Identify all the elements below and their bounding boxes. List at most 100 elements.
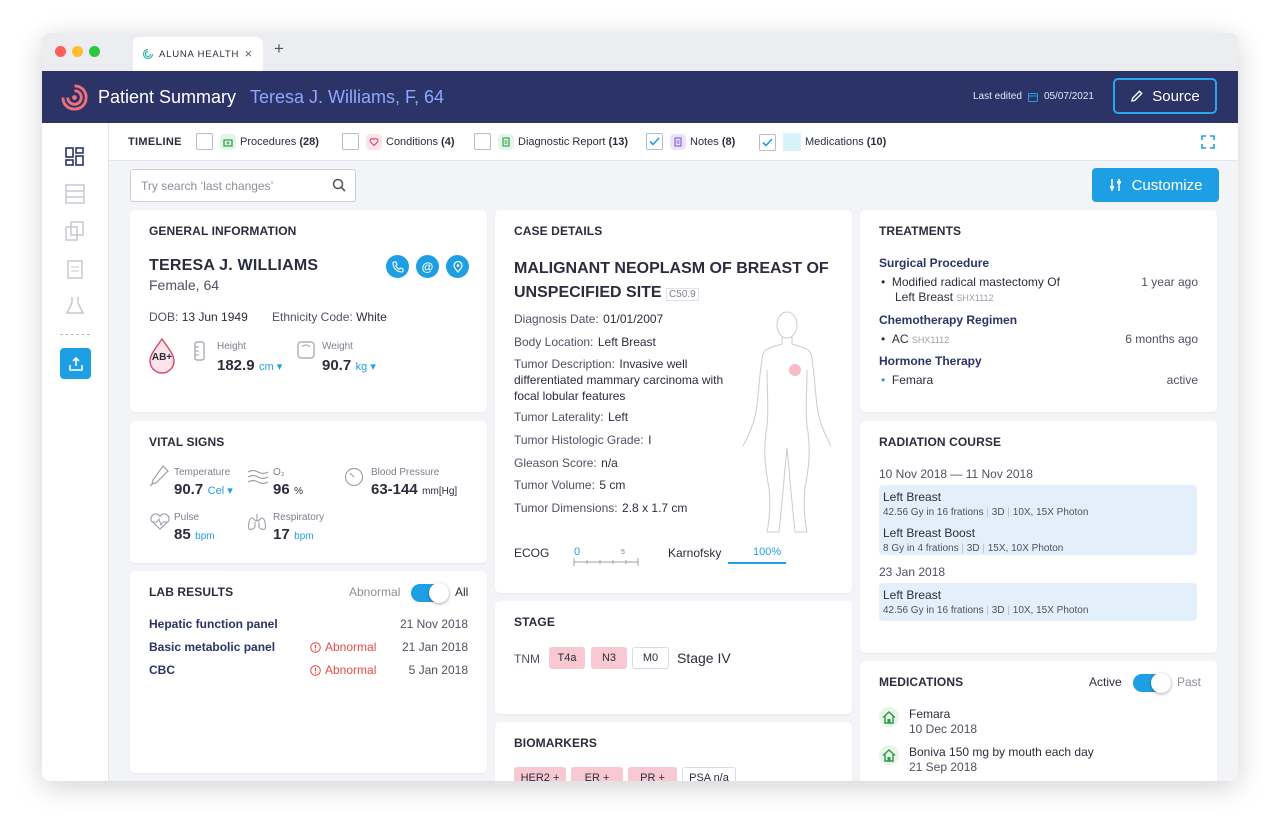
surgical-procedure-item[interactable]: • Modified radical mastectomy Of Left Br…: [881, 275, 1060, 306]
radiation-site: Left Breast: [883, 588, 942, 602]
abnormal-flag: Abnormal: [310, 663, 376, 677]
timeline-filter-notes[interactable]: Notes (8): [646, 133, 735, 150]
abnormal-flag: Abnormal: [310, 640, 376, 654]
close-tab-icon[interactable]: ×: [244, 46, 253, 61]
dashboard-icon[interactable]: [65, 147, 85, 167]
card-heading: TREATMENTS: [879, 224, 962, 238]
diagnosis-title: MALIGNANT NEOPLASM OF BREAST OF UNSPECIF…: [514, 257, 829, 307]
field-value: Left Breast: [597, 335, 656, 349]
expand-icon[interactable]: [1201, 135, 1215, 149]
abnormal-filter-label: Abnormal: [349, 585, 401, 599]
blood-pressure-reading: 63-144 mm[Hg]: [371, 481, 457, 499]
ecog-scale[interactable]: [573, 558, 639, 566]
abnormal-flag-label: Abnormal: [325, 640, 377, 654]
pencil-icon: [1131, 90, 1143, 102]
app-header: Patient Summary Teresa J. Williams, F, 6…: [42, 71, 1238, 123]
field-label: Gleason Score:: [514, 456, 597, 470]
browser-window: ALUNA HEALTH × + Patient Summary Teresa …: [42, 33, 1238, 781]
temperature-unit: Cel: [207, 485, 225, 497]
diagnosis-code: C50.9: [666, 288, 699, 301]
ecog-value[interactable]: 0: [574, 546, 581, 558]
karnofsky-label: Karnofsky: [668, 546, 722, 560]
radiation-mode: 3D: [991, 507, 1005, 518]
hormone-therapy-item[interactable]: • Femara: [881, 373, 933, 387]
pulse-icon: [150, 513, 170, 530]
general-information-card: GENERAL INFORMATION TERESA J. WILLIAMS F…: [130, 210, 487, 412]
maximize-window-button[interactable]: [89, 46, 100, 57]
temperature-unit-select[interactable]: Cel ▾: [207, 485, 233, 497]
radiation-dose: 8 Gy in 4 frations: [883, 543, 959, 554]
pulse-label: Pulse: [174, 512, 200, 523]
search-icon[interactable]: [332, 178, 346, 192]
dimensions-row: Tumor Dimensions: 2.8 x 1.7 cm: [514, 499, 687, 517]
patient-name-header: Teresa J. Williams, F, 64: [250, 87, 445, 107]
last-edited-label: Last edited: [973, 91, 1022, 102]
medications-checkbox[interactable]: [759, 133, 776, 151]
stage-card: STAGE TNM T4a N3 M0 Stage IV: [495, 601, 852, 714]
radiation-detail: 8 Gy in 4 frations | 3D | 15X, 10X Photo…: [883, 543, 1064, 554]
search-input[interactable]: Try search ‘last changes’: [130, 169, 356, 202]
karnofsky-value[interactable]: 100%: [753, 546, 782, 558]
lab-icon[interactable]: [65, 296, 85, 316]
browser-tab[interactable]: ALUNA HEALTH ×: [133, 37, 263, 71]
procedures-checkbox[interactable]: [196, 133, 213, 150]
lab-filter-toggle[interactable]: [411, 583, 449, 603]
treatment-when: 6 months ago: [1125, 332, 1198, 346]
lab-row-name[interactable]: Hepatic function panel: [149, 617, 278, 631]
toggle-knob: [1151, 673, 1171, 693]
biomarker-badge: HER2 +: [514, 767, 566, 781]
export-button[interactable]: [60, 348, 91, 379]
page-title: Patient Summary: [98, 87, 237, 107]
email-button[interactable]: @: [416, 255, 439, 278]
radiation-energy: 10X, 15X Photon: [1012, 605, 1089, 616]
field-label: Body Location:: [514, 335, 594, 349]
radiation-dose: 42.56 Gy in 16 frations: [883, 605, 984, 616]
new-tab-icon[interactable]: +: [274, 39, 284, 58]
tumor-description-row: Tumor Description: Invasive well differe…: [514, 356, 739, 404]
calendar-icon: [1027, 92, 1038, 102]
source-button[interactable]: Source: [1113, 78, 1217, 114]
lab-row-name[interactable]: Basic metabolic panel: [149, 640, 276, 654]
timeline-filter-conditions[interactable]: Conditions (4): [342, 133, 455, 150]
notes-checkbox[interactable]: [646, 133, 663, 150]
pulse-value: 85: [174, 526, 191, 543]
medication-date: 21 Sep 2018: [909, 760, 978, 774]
dob-label: DOB:: [149, 310, 179, 324]
card-heading: RADIATION COURSE: [879, 435, 1002, 449]
radiation-course-group[interactable]: Left Breast 42.56 Gy in 16 frations | 3D…: [879, 485, 1197, 555]
heart-icon: [366, 133, 382, 150]
field-value: 5 cm: [599, 478, 626, 492]
procedure-icon: [220, 133, 236, 150]
karnofsky-scale[interactable]: [728, 562, 786, 564]
height-unit-select[interactable]: cm ▾: [259, 361, 283, 373]
weight-unit-select[interactable]: kg ▾: [355, 361, 376, 373]
home-icon: [879, 707, 899, 727]
medications-filter-toggle[interactable]: [1133, 673, 1171, 693]
medication-name[interactable]: Femara: [909, 707, 951, 721]
medication-name[interactable]: Boniva 150 mg by mouth each day: [909, 745, 1094, 759]
radiation-course-group[interactable]: Left Breast 42.56 Gy in 16 frations | 3D…: [879, 583, 1197, 621]
documents-icon[interactable]: [65, 221, 85, 241]
location-button[interactable]: [446, 255, 469, 278]
timeline-filter-procedures[interactable]: Procedures (28): [196, 133, 319, 150]
timeline-filter-medications[interactable]: Medications (10): [759, 133, 886, 151]
at-icon: @: [421, 259, 434, 274]
timeline-filter-diagnostic-report[interactable]: Diagnostic Report (13): [474, 133, 628, 150]
card-heading: CASE DETAILS: [514, 224, 603, 238]
radiation-energy: 10X, 15X Photon: [1012, 507, 1089, 518]
customize-button[interactable]: Customize: [1092, 168, 1219, 202]
close-window-button[interactable]: [55, 46, 66, 57]
clipboard-icon[interactable]: [65, 259, 85, 279]
sliders-icon: [1109, 179, 1121, 191]
diagnostic-report-checkbox[interactable]: [474, 133, 491, 150]
treatment-item-text: AC: [891, 332, 909, 346]
minimize-window-button[interactable]: [72, 46, 83, 57]
list-icon[interactable]: [65, 184, 85, 204]
chemotherapy-item[interactable]: • AC SHX1112: [881, 332, 949, 346]
diagnosis-title-line: UNSPECIFIED SITE C50.9: [514, 281, 829, 307]
lab-row-name[interactable]: CBC: [149, 663, 175, 677]
conditions-checkbox[interactable]: [342, 133, 359, 150]
browser-chrome: ALUNA HEALTH × +: [42, 33, 1238, 71]
radiation-mode: 3D: [966, 543, 980, 554]
call-button[interactable]: [386, 255, 409, 278]
